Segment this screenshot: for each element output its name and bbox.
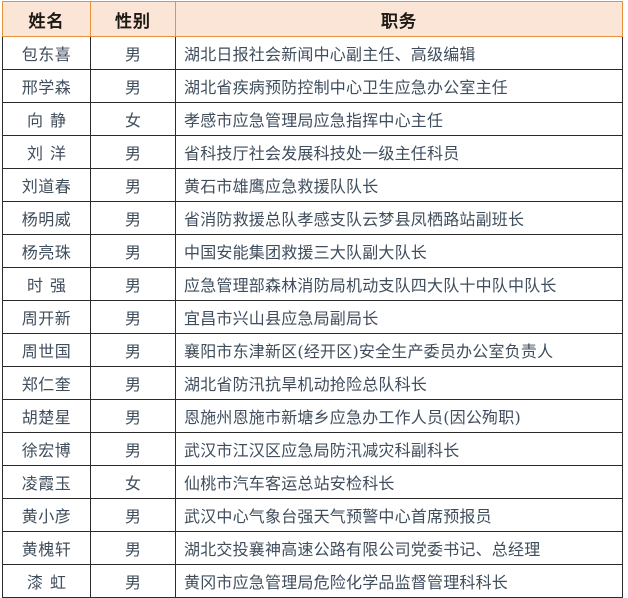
cell-title: 省科技厅社会发展科技处一级主任科员 [175,135,623,169]
cell-gender: 男 [90,564,176,598]
cell-name: 黄小彦 [2,498,91,532]
cell-name: 邢学森 [2,69,91,103]
cell-name: 杨明威 [2,201,91,235]
table-row: 邢学森男湖北省疾病预防控制中心卫生应急办公室主任 [2,69,623,103]
cell-title: 黄石市雄鹰应急救援队队长 [175,168,623,202]
cell-title: 孝感市应急管理局应急指挥中心主任 [175,102,623,136]
cell-name: 胡楚星 [2,399,91,433]
cell-gender: 女 [90,102,176,136]
cell-title: 湖北省疾病预防控制中心卫生应急办公室主任 [175,69,623,103]
table-row: 刘洋男省科技厅社会发展科技处一级主任科员 [2,135,623,169]
table-row: 向静女孝感市应急管理局应急指挥中心主任 [2,102,623,136]
cell-gender: 男 [90,135,176,169]
table-row: 胡楚星男恩施州恩施市新塘乡应急办工作人员(因公殉职) [2,399,623,433]
cell-name: 杨亮珠 [2,234,91,268]
column-header-name: 姓名 [2,1,91,37]
table-row: 黄小彦男武汉中心气象台强天气预警中心首席预报员 [2,498,623,532]
cell-title: 省消防救援总队孝感支队云梦县凤栖路站副班长 [175,201,623,235]
cell-gender: 男 [90,36,176,70]
cell-gender: 男 [90,300,176,334]
cell-name: 周世国 [2,333,91,367]
cell-name: 徐宏博 [2,432,91,466]
column-header-gender: 性别 [90,1,176,37]
cell-title: 湖北日报社会新闻中心副主任、高级编辑 [175,36,623,70]
table-row: 周开新男宜昌市兴山县应急局副局长 [2,300,623,334]
cell-gender: 男 [90,267,176,301]
table-header-row: 姓名 性别 职务 [2,1,623,37]
cell-title: 恩施州恩施市新塘乡应急办工作人员(因公殉职) [175,399,623,433]
table-row: 刘道春男黄石市雄鹰应急救援队队长 [2,168,623,202]
cell-title: 宜昌市兴山县应急局副局长 [175,300,623,334]
cell-name: 包东喜 [2,36,91,70]
cell-title: 中国安能集团救援三大队副大队长 [175,234,623,268]
table-body: 包东喜男湖北日报社会新闻中心副主任、高级编辑 邢学森男湖北省疾病预防控制中心卫生应… [2,36,623,598]
table-row: 包东喜男湖北日报社会新闻中心副主任、高级编辑 [2,36,623,70]
cell-gender: 男 [90,399,176,433]
cell-name: 刘道春 [2,168,91,202]
cell-title: 仙桃市汽车客运总站安检科长 [175,465,623,499]
cell-title: 武汉中心气象台强天气预警中心首席预报员 [175,498,623,532]
cell-title: 湖北交投襄神高速公路有限公司党委书记、总经理 [175,531,623,565]
cell-title: 应急管理部森林消防局机动支队四大队十中队中队长 [175,267,623,301]
table-row: 漆虹男黄冈市应急管理局危险化学品监督管理科科长 [2,564,623,598]
cell-gender: 男 [90,498,176,532]
table-row: 杨亮珠男中国安能集团救援三大队副大队长 [2,234,623,268]
cell-title: 武汉市江汉区应急局防汛减灾科副科长 [175,432,623,466]
cell-name: 黄槐轩 [2,531,91,565]
cell-title: 黄冈市应急管理局危险化学品监督管理科科长 [175,564,623,598]
table-row: 徐宏博男武汉市江汉区应急局防汛减灾科副科长 [2,432,623,466]
cell-name: 凌霞玉 [2,465,91,499]
cell-name: 向静 [2,102,91,136]
cell-name: 刘洋 [2,135,91,169]
cell-gender: 男 [90,366,176,400]
cell-name: 郑仁奎 [2,366,91,400]
cell-title: 襄阳市东津新区(经开区)安全生产委员办公室负责人 [175,333,623,367]
table-row: 周世国男襄阳市东津新区(经开区)安全生产委员办公室负责人 [2,333,623,367]
table-row: 黄槐轩男湖北交投襄神高速公路有限公司党委书记、总经理 [2,531,623,565]
cell-gender: 女 [90,465,176,499]
column-header-title: 职务 [175,1,623,37]
cell-name: 时强 [2,267,91,301]
cell-title: 湖北省防汛抗旱机动抢险总队科长 [175,366,623,400]
cell-name: 漆虹 [2,564,91,598]
cell-gender: 男 [90,531,176,565]
cell-gender: 男 [90,333,176,367]
table-row: 杨明威男省消防救援总队孝感支队云梦县凤栖路站副班长 [2,201,623,235]
table-header: 姓名 性别 职务 [2,1,623,37]
cell-gender: 男 [90,201,176,235]
cell-gender: 男 [90,168,176,202]
cell-gender: 男 [90,432,176,466]
table-row: 凌霞玉女仙桃市汽车客运总站安检科长 [2,465,623,499]
cell-gender: 男 [90,69,176,103]
table-row: 时强男应急管理部森林消防局机动支队四大队十中队中队长 [2,267,623,301]
cell-name: 周开新 [2,300,91,334]
cell-gender: 男 [90,234,176,268]
table-row: 郑仁奎男湖北省防汛抗旱机动抢险总队科长 [2,366,623,400]
